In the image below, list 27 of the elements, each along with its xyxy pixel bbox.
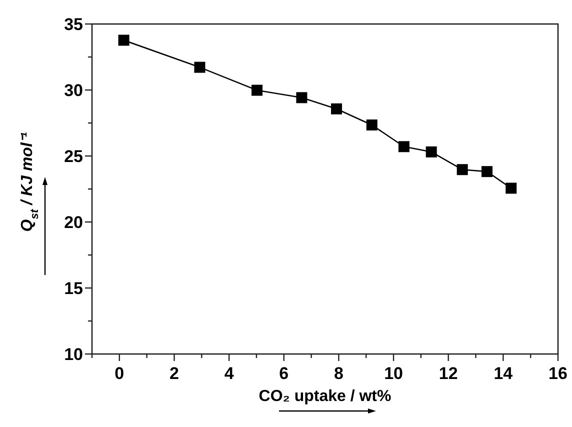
- point: [194, 62, 206, 73]
- point: [482, 166, 493, 178]
- y-tick-label: 20: [64, 213, 83, 232]
- point: [296, 92, 308, 104]
- point: [456, 164, 468, 176]
- point: [252, 84, 263, 96]
- x-tick-label: 14: [494, 364, 514, 383]
- x-axis-title: CO₂ uptake / wt%: [258, 388, 392, 405]
- point: [398, 141, 410, 152]
- point: [426, 146, 437, 158]
- y-tick-label: 15: [64, 279, 83, 298]
- x-tick-label: 6: [279, 364, 289, 383]
- x-tick-label: 8: [334, 364, 344, 383]
- point: [366, 119, 378, 130]
- x-tick-label: 4: [224, 364, 234, 383]
- point: [506, 182, 517, 194]
- x-tick-label: 2: [170, 364, 179, 383]
- x-tick-label: 12: [438, 364, 458, 383]
- point: [331, 103, 342, 114]
- point: [118, 34, 130, 46]
- x-tick-label: 0: [114, 364, 124, 383]
- y-tick-label: 10: [64, 345, 83, 364]
- y-tick-label: 25: [64, 147, 83, 166]
- y-tick-label: 35: [64, 15, 83, 34]
- y-tick-label: 30: [64, 81, 83, 100]
- x-tick-label: 10: [384, 364, 403, 383]
- x-tick-label: 16: [548, 364, 568, 383]
